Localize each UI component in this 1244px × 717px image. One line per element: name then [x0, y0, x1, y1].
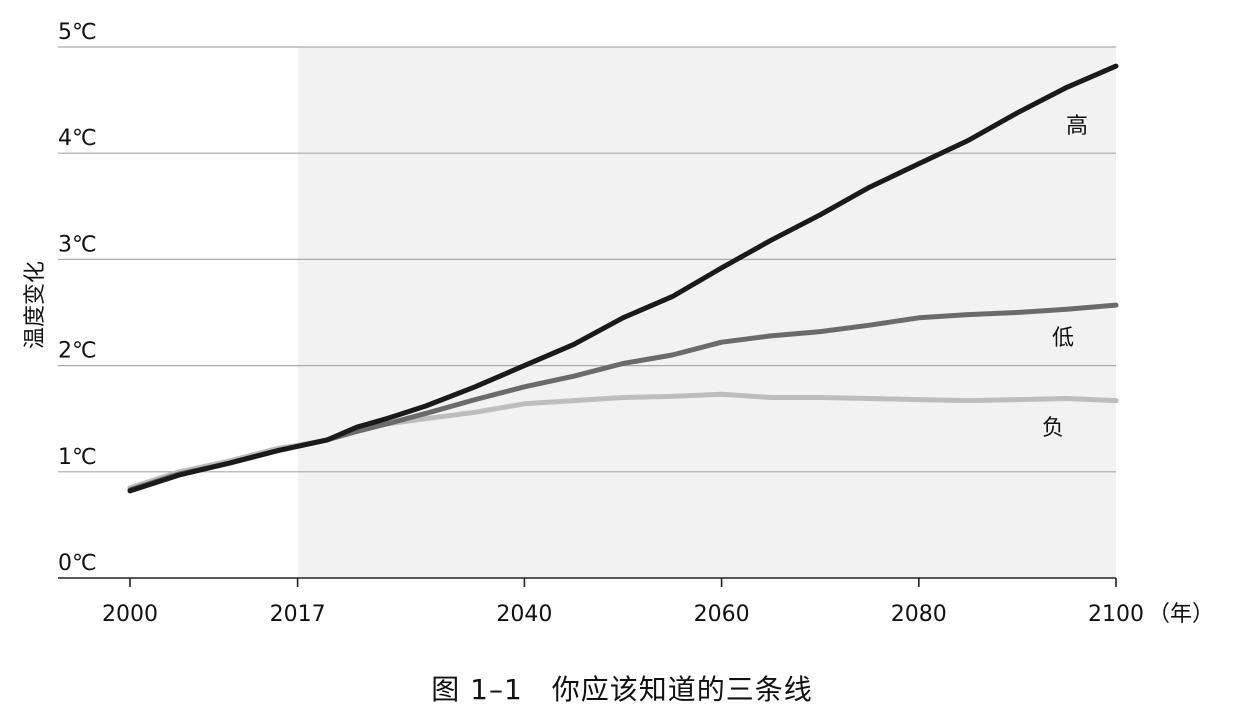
y-tick-label: 1℃	[58, 445, 97, 470]
y-tick-label: 3℃	[58, 232, 97, 257]
x-tick-label: 2060	[694, 602, 750, 627]
x-tick-label: 2017	[270, 602, 326, 627]
y-tick-label: 4℃	[58, 126, 97, 151]
y-tick-label: 0℃	[58, 551, 97, 576]
x-axis-unit: （年）	[1148, 602, 1214, 627]
series-label-high: 高	[1066, 114, 1088, 139]
x-tick-label: 2040	[496, 602, 552, 627]
y-axis-label: 温度变化	[23, 261, 48, 349]
series-line-high	[127, 63, 1119, 494]
series-label-low: 低	[1052, 326, 1074, 351]
x-tick-label: 2080	[891, 602, 947, 627]
series-label-negative: 负	[1042, 416, 1064, 441]
y-tick-label: 2℃	[58, 339, 97, 364]
y-tick-label: 5℃	[58, 20, 97, 45]
x-tick-label: 2000	[102, 602, 158, 627]
figure-caption: 图 1–1 你应该知道的三条线	[431, 673, 813, 706]
x-tick-label: 2100	[1088, 602, 1144, 627]
